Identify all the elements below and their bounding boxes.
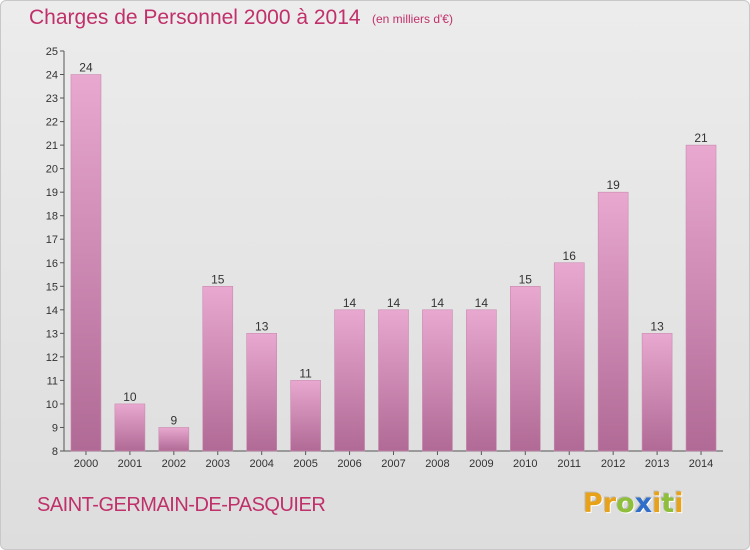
y-tick-label: 18 [46,211,58,223]
bar-value-label: 14 [475,296,489,310]
y-tick-label: 25 [46,46,58,58]
data-labels: 24 10 9 15 13 11 14 14 14 14 15 16 19 13 21 [79,61,708,428]
bars [70,74,717,452]
bar [422,309,453,452]
x-tick-label: 2002 [162,458,186,470]
y-tick-label: 15 [46,281,58,293]
y-tick-label: 11 [47,375,58,387]
logo-letter: i [674,488,684,519]
bar [466,309,497,452]
bar-value-label: 10 [123,390,137,404]
x-tick-label: 2000 [74,458,98,470]
bar [509,285,541,452]
bar [641,333,673,452]
x-tick-label: 2013 [645,458,669,470]
y-tick-label: 24 [46,70,58,82]
logo-letter: r [602,488,617,519]
bar [685,144,717,452]
bar-value-label: 14 [343,296,357,310]
bar [202,285,234,452]
bar-value-label: 24 [79,61,93,75]
bar-value-label: 21 [694,131,708,145]
bar-value-label: 9 [170,413,177,427]
bar [290,380,321,452]
x-tick-label: 2006 [337,458,361,470]
y-tick-label: 10 [46,399,58,411]
bar [158,427,190,452]
x-tick-label: 2004 [249,458,273,470]
x-tick-label: 2010 [513,458,537,470]
bar [553,262,585,452]
logo-letter: o [616,488,635,519]
bar-value-label: 11 [299,366,312,380]
x-tick-label: 2011 [557,458,581,470]
bar-value-label: 14 [431,296,445,310]
bar-value-label: 13 [255,319,269,333]
x-tick-label: 2005 [293,458,317,470]
y-tick-label: 23 [46,93,58,105]
x-tick-label: 2007 [381,458,405,470]
bar [597,191,629,452]
y-tick-label: 16 [46,258,58,270]
bar [246,333,277,452]
bar-value-label: 14 [387,296,401,310]
proxiti-logo: Proxiti [583,488,684,519]
x-tick-label: 2014 [689,458,713,470]
logo-letter: P [583,488,603,519]
commune-name: SAINT-GERMAIN-DE-PASQUIER [37,494,326,516]
bar-value-label: 13 [650,319,664,333]
y-tick-label: 8 [52,446,58,458]
chart-title: Charges de Personnel 2000 à 2014 [29,6,361,29]
x-tick-label: 2001 [118,458,142,470]
y-tick-label: 20 [46,164,58,176]
y-tick-label: 19 [46,187,58,199]
x-tick-label: 2008 [425,458,449,470]
logo-letter: x [634,488,653,519]
logo-letter: t [661,488,675,519]
x-tick-label: 2009 [469,458,493,470]
bar-value-label: 19 [606,178,620,192]
logo-letter: i [652,488,662,519]
y-tick-label: 14 [46,305,58,317]
x-tick-label: 2003 [206,458,230,470]
y-tick-label: 17 [46,234,58,246]
bar-value-label: 16 [563,249,577,263]
y-tick-label: 9 [52,422,58,434]
y-tick-label: 21 [46,140,58,152]
x-tick-label: 2012 [601,458,625,470]
chart-subtitle: (en milliers d'€) [372,12,453,26]
bar-value-label: 15 [519,272,533,286]
bar [334,309,365,452]
bar [114,403,146,452]
y-tick-label: 13 [46,328,58,340]
y-tick-label: 22 [46,117,58,129]
bar [378,309,409,452]
y-tick-label: 12 [46,352,58,364]
bar-value-label: 15 [211,272,225,286]
bar [70,74,102,452]
